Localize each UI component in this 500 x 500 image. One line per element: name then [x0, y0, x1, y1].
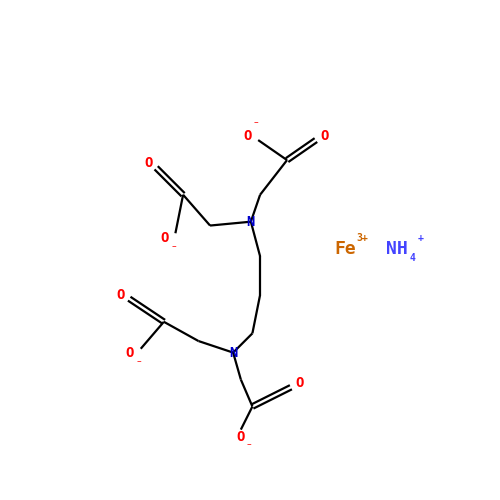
Text: O: O — [144, 156, 152, 170]
Text: ⁻: ⁻ — [253, 120, 260, 130]
Text: O: O — [243, 129, 252, 143]
Text: Fe: Fe — [334, 240, 355, 258]
Text: O: O — [295, 376, 304, 390]
Text: O: O — [236, 430, 244, 444]
Text: ⁻: ⁻ — [170, 244, 177, 254]
Text: O: O — [116, 288, 125, 302]
Text: O: O — [160, 231, 169, 245]
Text: +: + — [418, 233, 424, 243]
Text: ⁻: ⁻ — [136, 359, 142, 369]
Text: O: O — [320, 129, 328, 143]
Text: N: N — [246, 214, 255, 228]
Text: ⁻: ⁻ — [246, 442, 252, 452]
Text: O: O — [126, 346, 134, 360]
Text: N: N — [229, 346, 237, 360]
Text: NH: NH — [386, 240, 407, 258]
Text: 4: 4 — [409, 253, 415, 263]
Text: 3+: 3+ — [356, 233, 368, 243]
